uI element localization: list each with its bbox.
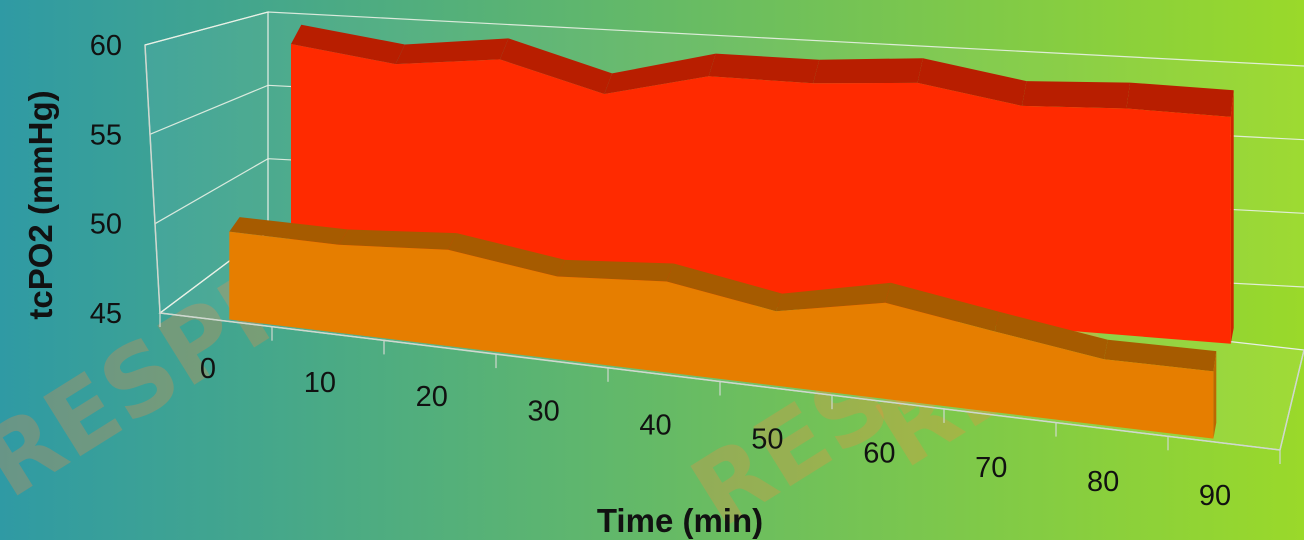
area-top-segment <box>499 38 613 94</box>
x-tick-label-0: 0 <box>200 353 216 385</box>
area-top-segment <box>1022 81 1131 109</box>
y-axis-title: tcPO2 (mmHg) <box>22 90 59 319</box>
y-tick-label-50: 50 <box>90 209 122 241</box>
area-top-segment <box>708 53 820 84</box>
x-tick-label-60: 60 <box>863 438 895 470</box>
series-front <box>229 217 1217 439</box>
y-axis-line <box>144 44 161 314</box>
x-tick-label-50: 50 <box>751 424 783 456</box>
area-end-cap <box>1230 90 1234 344</box>
area-top-segment <box>229 217 349 245</box>
x-tick-label-30: 30 <box>528 395 560 427</box>
area-end-cap <box>1213 351 1217 439</box>
y-tick-label-55: 55 <box>90 119 122 151</box>
area-top-segment <box>776 282 891 312</box>
chart-axes <box>144 44 1304 464</box>
area-top-segment <box>448 233 566 277</box>
x-tick-label-40: 40 <box>639 409 671 441</box>
series-layer <box>229 24 1234 439</box>
y-tick-label-45: 45 <box>90 298 122 330</box>
x-tick-label-80: 80 <box>1087 466 1119 498</box>
area-top-segment <box>557 259 674 282</box>
area-top-segment <box>1126 82 1234 117</box>
area-front-face <box>229 231 1214 439</box>
tick-labels: 45 50 55 60 0 10 20 30 40 50 60 70 80 90 <box>90 30 1231 512</box>
area-top-segment <box>338 229 457 250</box>
x-tick-label-70: 70 <box>975 452 1007 484</box>
y-tick-label-60: 60 <box>90 30 122 62</box>
x-tick-label-20: 20 <box>416 381 448 413</box>
area-top-segment <box>395 38 509 65</box>
x-axis-title: Time (min) <box>597 502 763 539</box>
area-top-segment <box>1104 339 1217 372</box>
x-tick-label-90: 90 <box>1199 480 1231 512</box>
area-top-segment <box>604 53 716 94</box>
area-top-segment <box>885 282 1000 332</box>
area-top-segment <box>813 58 923 84</box>
x-tick-label-10: 10 <box>304 367 336 399</box>
depth-axis-line <box>1279 349 1304 451</box>
area-top-segment <box>291 24 405 65</box>
area-top-segment <box>666 263 783 312</box>
area-top-segment <box>994 311 1108 360</box>
gridline-60 <box>144 11 1304 67</box>
area-top-segment <box>917 58 1027 106</box>
